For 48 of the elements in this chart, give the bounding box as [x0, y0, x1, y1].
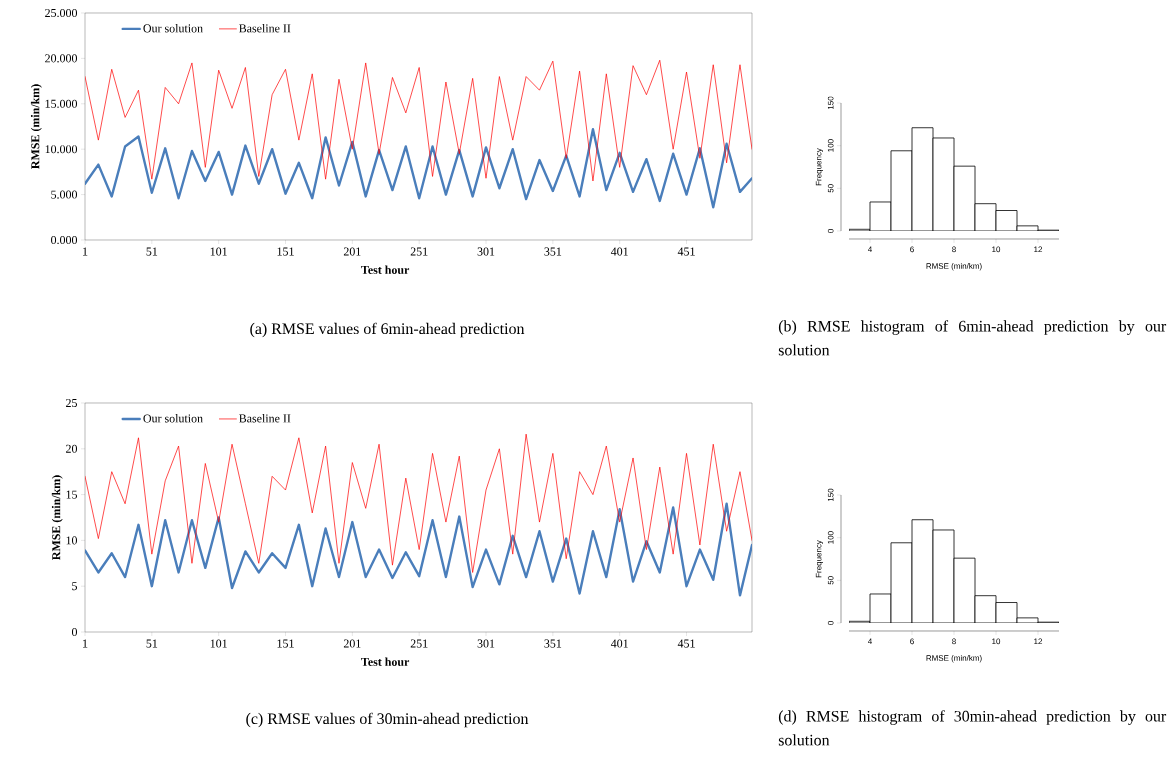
x-tick-label: 401	[610, 639, 628, 648]
y-tick-label: 15	[66, 490, 78, 499]
x-axis-title: Test hour	[361, 657, 410, 666]
y-tick-label: 25.000	[45, 8, 78, 18]
x-tick-label: 301	[477, 639, 495, 648]
x-tick-label: 51	[146, 247, 158, 256]
x-tick-label: 451	[677, 639, 695, 648]
x-tick-label: 301	[477, 247, 495, 256]
x-tick-label: 351	[544, 639, 562, 648]
y-tick-label: 20.000	[45, 54, 78, 63]
text: (b) RMSE histogram of 6min-ahead prediction by our solution	[778, 320, 1167, 356]
line-series	[85, 502, 753, 597]
legend-label: Our solution	[143, 23, 203, 33]
line-series	[85, 433, 753, 573]
y-tick-label: 20	[66, 444, 78, 453]
x-tick-label: 401	[610, 247, 628, 256]
y-tick-label: 10	[66, 536, 78, 545]
x-tick-label: 201	[343, 247, 361, 256]
x-tick-label: 151	[277, 247, 294, 256]
y-axis-title: RMSE (min/km)	[51, 475, 63, 560]
y-tick-label: 0	[71, 627, 78, 637]
x-tick-label: 101	[210, 247, 227, 256]
x-tick-label: 101	[210, 639, 227, 648]
y-tick-label: 15.000	[45, 99, 78, 108]
text: (c) RMSE values of 30min-ahead prediction	[246, 712, 529, 728]
text: (d) RMSE histogram of 30min-ahead prediction by our solution	[778, 710, 1167, 746]
x-tick-label: 1	[83, 247, 88, 256]
line-series	[85, 128, 753, 209]
x-tick-label: 51	[146, 639, 158, 648]
x-tick-label: 1	[83, 639, 88, 648]
x-tick-label: 351	[544, 247, 562, 256]
text: (a) RMSE values of 6min-ahead prediction	[250, 322, 525, 338]
line-series	[85, 59, 753, 182]
legend-label: Baseline II	[239, 414, 291, 423]
y-tick-label: 25	[66, 398, 78, 408]
legend-label: Baseline II	[239, 23, 291, 33]
legend-label: Our solution	[143, 414, 203, 423]
y-axis-title: RMSE (min/km)	[30, 84, 42, 169]
x-tick-label: 451	[677, 247, 695, 256]
x-tick-label: 251	[410, 639, 428, 648]
x-tick-label: 151	[277, 639, 294, 648]
x-tick-label: 201	[343, 639, 361, 648]
y-tick-label: 10.000	[45, 145, 78, 154]
y-tick-label: 5.000	[51, 190, 78, 199]
x-tick-label: 251	[410, 247, 428, 256]
x-axis-title: Test hour	[361, 265, 410, 274]
y-tick-label: 0.000	[51, 235, 78, 245]
y-tick-label: 5	[72, 582, 78, 591]
